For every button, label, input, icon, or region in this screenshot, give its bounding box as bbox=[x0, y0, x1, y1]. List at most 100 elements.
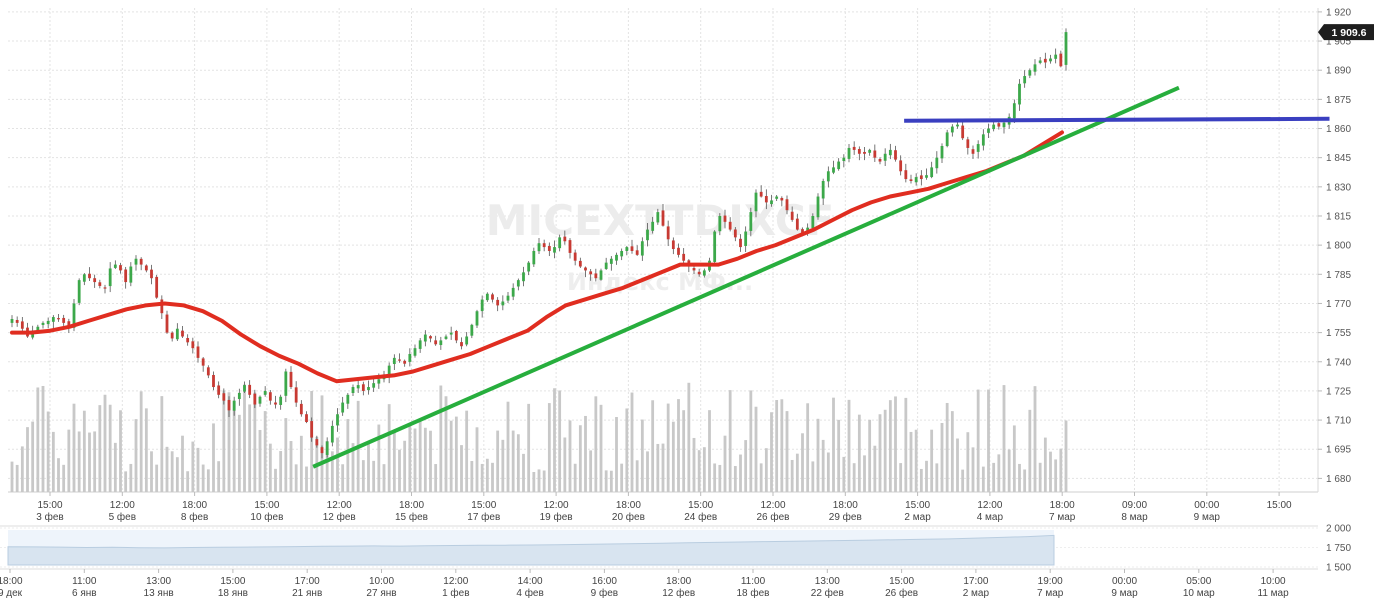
candle-body bbox=[418, 340, 422, 349]
candle-body bbox=[201, 358, 205, 366]
candle-body bbox=[165, 314, 169, 333]
candle-body bbox=[945, 132, 949, 147]
candle-body bbox=[237, 392, 241, 400]
volume-bar bbox=[816, 418, 820, 492]
candle-body bbox=[20, 321, 24, 329]
navigator-x-time: 05:00 bbox=[1186, 576, 1211, 587]
moving-average bbox=[10, 130, 1064, 384]
volume-bar bbox=[997, 454, 1001, 492]
candle-body bbox=[739, 238, 742, 248]
candle-body bbox=[801, 229, 804, 234]
volume-bar bbox=[336, 437, 339, 492]
volume-bar bbox=[930, 429, 934, 492]
candle-body bbox=[542, 243, 546, 248]
candle-body bbox=[594, 273, 598, 279]
candle-body bbox=[336, 414, 339, 426]
volume-bar bbox=[186, 471, 190, 492]
volume-bar bbox=[294, 464, 298, 492]
volume-bar bbox=[511, 430, 515, 492]
candle-body bbox=[940, 146, 944, 159]
candle-body bbox=[966, 139, 970, 148]
volume-bar bbox=[67, 429, 71, 492]
volume-bar bbox=[687, 382, 691, 492]
navigator-x-date: 6 янв bbox=[72, 588, 97, 599]
volume-bar bbox=[212, 423, 215, 492]
volume-bar bbox=[630, 392, 634, 492]
candle-body bbox=[248, 384, 252, 395]
volume-bar bbox=[408, 423, 412, 492]
volume-bar bbox=[346, 419, 350, 492]
volume-bar bbox=[465, 410, 469, 492]
volume-bar bbox=[620, 463, 624, 492]
volume-bar bbox=[1023, 469, 1027, 492]
volume-bar bbox=[124, 471, 128, 492]
x-tick-date: 3 фев bbox=[36, 511, 63, 523]
volume-bar bbox=[155, 464, 159, 492]
candle-body bbox=[501, 301, 505, 306]
volume-bar bbox=[51, 431, 55, 492]
volume-bar bbox=[88, 432, 91, 492]
volume-bar bbox=[522, 453, 525, 492]
candle-body bbox=[1033, 64, 1037, 72]
candle-body bbox=[294, 387, 298, 403]
candle-body bbox=[485, 293, 489, 301]
candle-body bbox=[547, 245, 551, 251]
volume-bar bbox=[589, 450, 593, 492]
candle-body bbox=[454, 331, 458, 341]
volume-bar bbox=[372, 460, 376, 492]
candle-body bbox=[852, 146, 856, 150]
navigator-x-time: 12:00 bbox=[443, 576, 468, 587]
volume-bar bbox=[377, 424, 381, 492]
volume-bar bbox=[201, 464, 205, 492]
volume-bar bbox=[909, 431, 913, 492]
navigator-x-date: 11 мар bbox=[1258, 588, 1290, 599]
candle-body bbox=[325, 441, 329, 455]
y-tick-label: 1 755 bbox=[1326, 328, 1351, 339]
candle-body bbox=[723, 215, 727, 222]
volume-bar bbox=[268, 443, 272, 492]
candle-body bbox=[837, 161, 841, 170]
navigator-x-time: 18:00 bbox=[0, 576, 23, 587]
volume-bar bbox=[289, 441, 293, 492]
volume-bar bbox=[217, 461, 221, 492]
x-tick-date: 8 фев bbox=[181, 511, 208, 523]
candle-body bbox=[232, 400, 236, 411]
candle-body bbox=[506, 295, 510, 301]
navigator-x-time: 18:00 bbox=[666, 576, 691, 587]
x-tick-time: 15:00 bbox=[1267, 500, 1292, 511]
candle-body bbox=[196, 346, 200, 358]
navigator-area bbox=[7, 534, 1055, 566]
candle-body bbox=[950, 126, 954, 133]
navigator-x-date: 26 фев bbox=[885, 587, 918, 599]
candle-body bbox=[883, 153, 887, 161]
volume-bar bbox=[398, 449, 401, 492]
candle-body bbox=[842, 157, 846, 162]
volume-bar bbox=[222, 390, 226, 492]
candle-body bbox=[119, 265, 122, 271]
candle-body bbox=[625, 247, 629, 251]
volume-bar bbox=[801, 433, 804, 492]
navigator-x-date: 7 мар bbox=[1037, 588, 1064, 599]
volume-bar bbox=[563, 437, 567, 492]
volume-bar bbox=[1064, 420, 1068, 492]
candle-body bbox=[656, 212, 660, 223]
volume-bar bbox=[341, 464, 345, 492]
candle-body bbox=[253, 393, 257, 405]
volume-bar bbox=[113, 442, 117, 492]
candle-body bbox=[274, 402, 277, 405]
candle-body bbox=[615, 254, 618, 261]
volume-bar bbox=[103, 394, 107, 492]
watermark-symbol: MICEXTTDIXCF bbox=[486, 196, 834, 245]
volume-bar bbox=[274, 468, 277, 492]
candle-body bbox=[992, 124, 996, 130]
candle-body bbox=[155, 276, 159, 298]
volume-bar bbox=[940, 422, 944, 492]
volume-bar bbox=[966, 432, 970, 492]
navigator-x-date: 4 фев bbox=[516, 587, 543, 599]
volume-bar bbox=[165, 446, 169, 492]
volume-bar bbox=[237, 414, 241, 492]
volume-bar bbox=[485, 458, 489, 492]
volume-bar bbox=[573, 463, 577, 492]
volume-bar bbox=[811, 461, 815, 492]
volume-bar bbox=[418, 420, 422, 492]
